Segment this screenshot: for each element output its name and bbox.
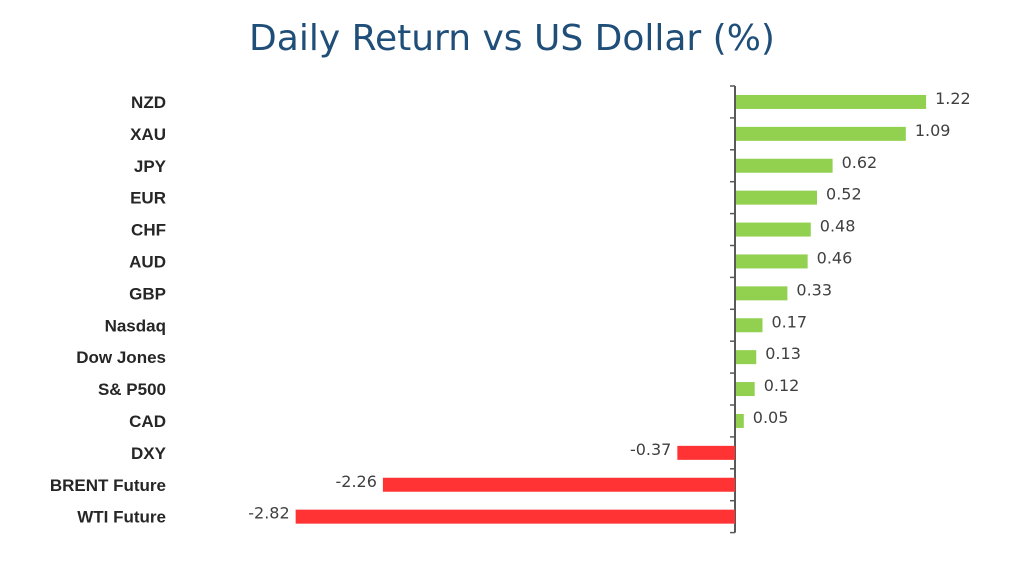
category-label: DXY [131,444,167,463]
bar [736,286,788,301]
bar [736,126,906,141]
data-label: 0.17 [771,312,807,331]
category-label: GBP [129,284,166,303]
data-label: 1.22 [935,89,971,108]
category-label: CAD [129,412,166,431]
data-label: 0.33 [796,280,832,299]
category-label: Dow Jones [76,348,166,367]
bar [736,318,763,333]
category-label: CHF [131,221,166,240]
bar [736,350,757,365]
category-label: WTI Future [77,508,166,527]
bar [736,382,755,397]
bar [736,222,811,237]
data-label: 0.05 [753,408,789,427]
bar [736,158,833,173]
category-label: Nasdaq [105,316,166,335]
data-label: 0.12 [764,376,800,395]
bar [736,94,927,109]
bar [382,477,735,492]
bar [295,509,735,524]
data-label: 0.46 [817,248,853,267]
data-label: -2.82 [248,504,289,523]
data-label: 0.52 [826,185,862,204]
data-label: 1.09 [915,121,951,140]
bar [736,254,808,269]
data-label: 0.48 [820,217,856,236]
data-label: -2.26 [335,472,376,491]
category-label: NZD [131,93,166,112]
category-label: XAU [130,125,166,144]
bar [677,445,735,460]
category-label: JPY [134,157,167,176]
bar [736,190,818,205]
data-label: 0.62 [842,153,878,172]
data-label: -0.37 [630,440,671,459]
category-label: S& P500 [98,380,166,399]
category-label: EUR [130,189,166,208]
data-label: 0.13 [765,344,801,363]
category-label: BRENT Future [50,476,166,495]
chart-title: Daily Return vs US Dollar (%) [249,18,775,59]
bar [736,413,744,428]
category-label: AUD [129,252,166,271]
